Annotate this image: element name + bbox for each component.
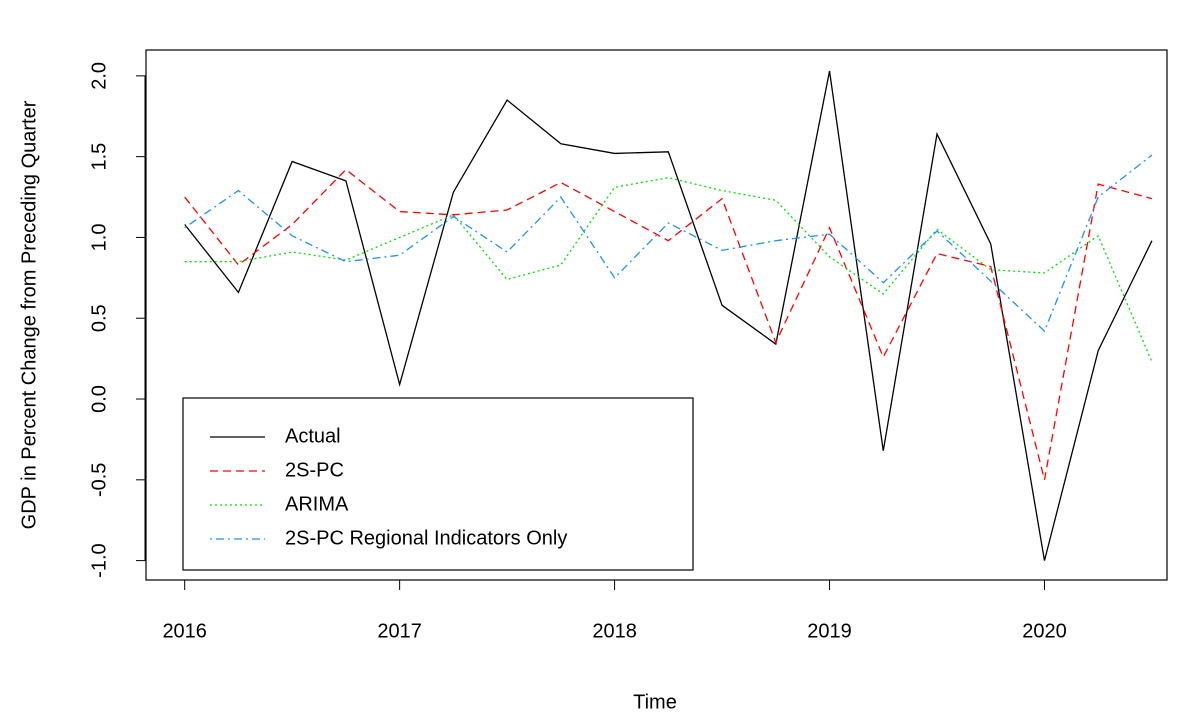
x-tick-label: 2017 [377,620,422,642]
legend-label: 2S-PC Regional Indicators Only [285,527,567,549]
series-line [184,154,1153,333]
y-tick-label: -0.5 [88,463,110,497]
x-axis-label: Time [633,691,677,713]
y-tick-label: -1.0 [88,543,110,577]
x-tick-label: 2018 [592,620,637,642]
series-line [184,70,1153,561]
x-tick-label: 2020 [1022,620,1067,642]
y-tick-label: 1.0 [88,224,110,252]
y-tick-label: 0.0 [88,385,110,413]
series-line [184,168,1153,480]
legend-label: Actual [285,425,341,447]
y-axis-label: GDP in Percent Change from Preceding Qua… [18,100,40,529]
legend-label: ARIMA [285,493,349,515]
legend-box [182,397,694,571]
y-tick-label: 1.5 [88,143,110,171]
series-line [184,176,1153,363]
x-tick-label: 2016 [162,620,207,642]
x-tick-label: 2019 [807,620,852,642]
y-tick-label: 0.5 [88,304,110,332]
y-tick-label: 2.0 [88,62,110,90]
legend-label: 2S-PC [285,459,344,481]
